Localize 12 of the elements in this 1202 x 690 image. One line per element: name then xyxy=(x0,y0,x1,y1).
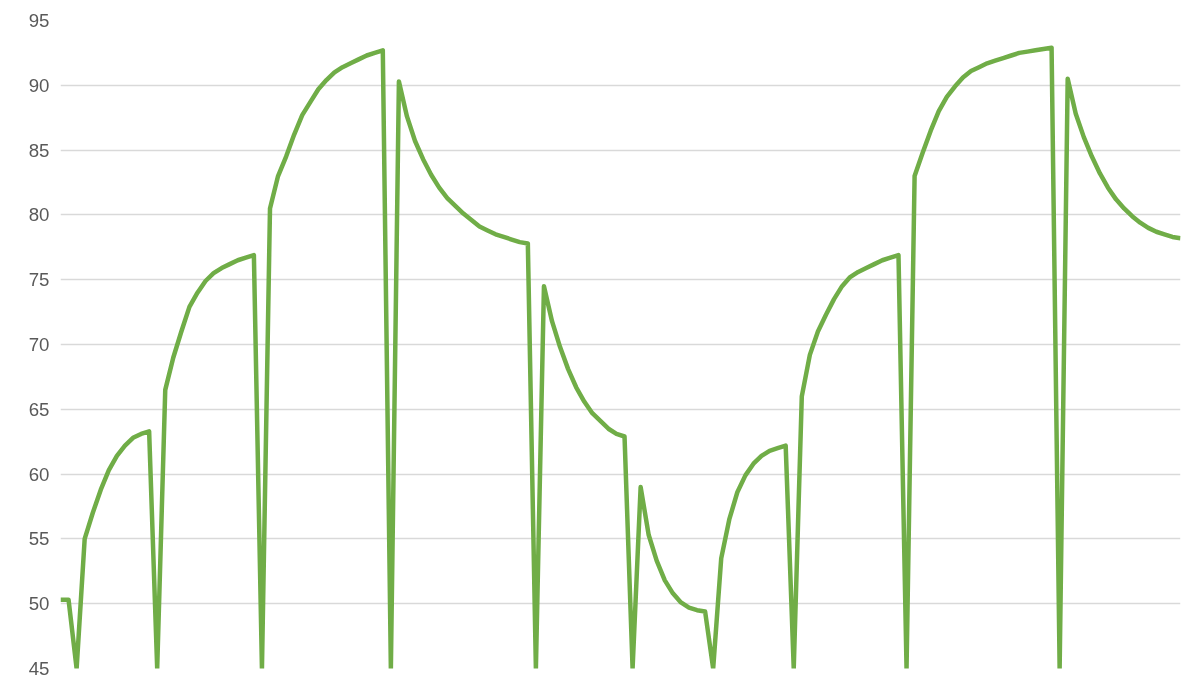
y-tick-label: 50 xyxy=(28,593,50,615)
y-tick-label: 90 xyxy=(28,74,50,96)
y-tick-label: 60 xyxy=(28,463,50,485)
y-tick-label: 80 xyxy=(28,204,50,226)
line-series xyxy=(60,45,1181,669)
y-tick-label: 45 xyxy=(28,658,50,679)
y-tick-label: 55 xyxy=(28,528,50,550)
y-tick-label: 85 xyxy=(28,139,50,161)
y-tick-label: 95 xyxy=(28,10,50,31)
y-tick-label: 65 xyxy=(28,398,50,420)
y-tick-label: 75 xyxy=(28,269,50,291)
y-tick-label: 70 xyxy=(28,334,50,355)
